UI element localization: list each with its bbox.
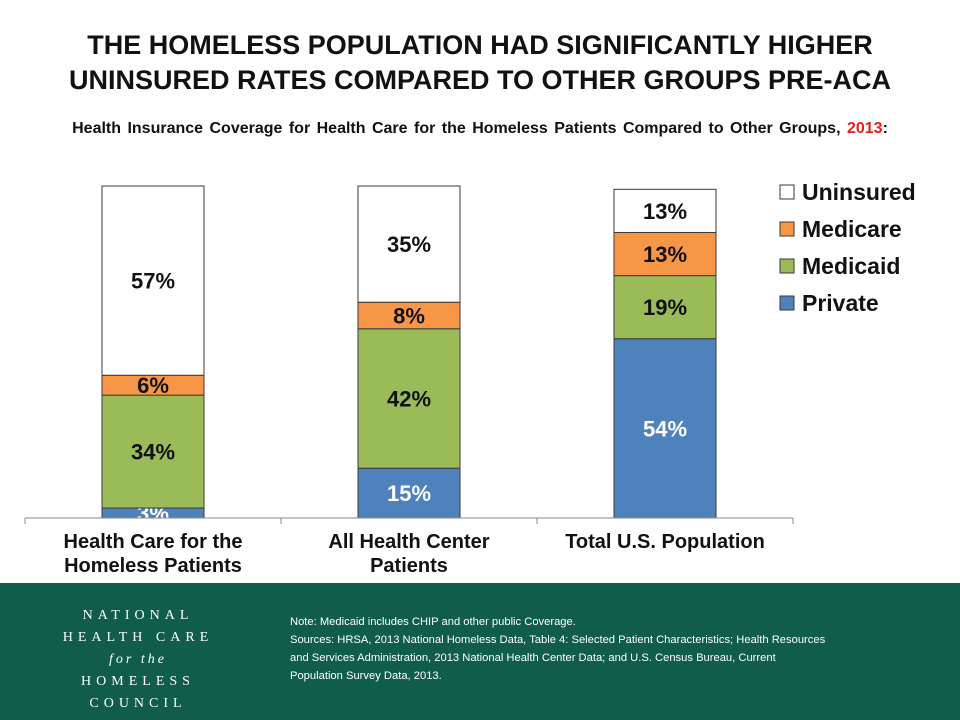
subtitle-text: Health Insurance Coverage for Health Car… (72, 120, 841, 137)
bar-segment-uninsured (613, 188, 717, 233)
data-label: 34% (131, 440, 175, 465)
bar-segment-medicaid (613, 275, 717, 340)
logo-line: HOMELESS (81, 674, 195, 689)
title-line-2: UNINSURED RATES COMPARED TO OTHER GROUPS… (68, 65, 892, 95)
bar-segment-uninsured (357, 185, 461, 303)
title-line-1: THE HOMELESS POPULATION HAD SIGNIFICANTL… (87, 30, 873, 60)
data-label: 13% (643, 242, 687, 267)
sources-text-1: Sources: HRSA, 2013 National Homeless Da… (290, 634, 826, 646)
category-label: Health Care for the (64, 531, 243, 553)
legend-label: Uninsured (802, 179, 916, 205)
footer-panel: NATIONAL HEALTH CARE for the HOMELESS CO… (0, 583, 960, 720)
category-label: Homeless Patients (64, 555, 242, 577)
bar-segment-private (613, 338, 717, 519)
category-label: All Health Center (328, 531, 489, 553)
bar-segment-medicare (613, 231, 717, 277)
stacked-bar-chart: 3%34%6%57%15%42%8%35%54%19%13%13%Health … (24, 179, 916, 577)
legend-label: Medicare (802, 216, 902, 242)
legend-swatch-uninsured (779, 184, 795, 200)
legend-label: Private (802, 290, 879, 316)
data-label: 13% (643, 199, 687, 224)
data-label: 19% (643, 295, 687, 320)
logo-line: HEALTH CARE (62, 630, 214, 645)
legend-swatch-medicare (779, 221, 795, 237)
data-label: 8% (393, 303, 425, 328)
logo-line: for the (109, 652, 167, 667)
subtitle-year: 2013 (846, 120, 883, 137)
bar-segment-medicare (357, 301, 461, 330)
logo-line: COUNCIL (89, 696, 187, 711)
category-label: Patients (370, 555, 448, 577)
data-label: 57% (131, 269, 175, 294)
bar-segment-uninsured (101, 185, 205, 376)
note-text: Note: Medicaid includes CHIP and other p… (290, 616, 576, 628)
sources-text-3: Population Survey Data, 2013. (290, 670, 442, 682)
legend-swatch-medicaid (779, 258, 795, 274)
category-label: Total U.S. Population (565, 531, 765, 553)
data-label: 35% (387, 232, 431, 257)
data-label: 6% (137, 373, 169, 398)
page-title: THE HOMELESS POPULATION HAD SIGNIFICANTL… (0, 28, 960, 98)
data-label: 15% (387, 481, 431, 506)
legend-label: Medicaid (802, 253, 900, 279)
nhchc-logo: NATIONAL HEALTH CARE for the HOMELESS CO… (38, 605, 238, 715)
sources-text-2: and Services Administration, 2013 Nation… (290, 652, 776, 664)
source-notes: Note: Medicaid includes CHIP and other p… (290, 613, 930, 685)
legend-swatch-private (779, 295, 795, 311)
chart-subtitle: Health Insurance Coverage for Health Car… (0, 120, 960, 138)
logo-line: NATIONAL (82, 608, 194, 623)
data-label: 54% (643, 416, 687, 441)
bar-segment-medicaid (357, 328, 461, 469)
data-label: 42% (387, 386, 431, 411)
bar-segment-medicaid (101, 394, 205, 509)
subtitle-colon: : (882, 120, 888, 137)
